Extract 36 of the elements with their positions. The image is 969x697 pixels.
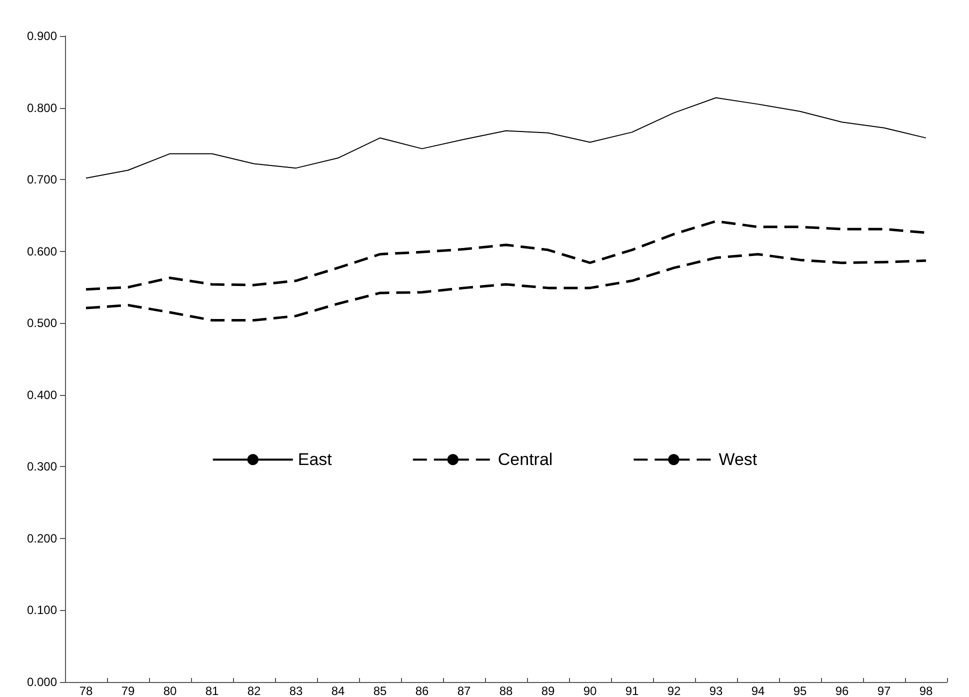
line-series [84,252,928,322]
x-tick-label: 80 [163,684,177,697]
x-tick-label: 91 [625,684,639,697]
x-tick-label: 79 [121,684,135,697]
legend-label: West [718,450,758,470]
legend-label: Central [498,450,553,470]
y-tick-label: 0.900 [26,29,58,43]
x-tick-label: 78 [79,684,93,697]
x-tick-label: 97 [877,684,891,697]
x-tick-label: 94 [751,684,765,697]
x-tick-label: 95 [793,684,807,697]
x-tick-label: 89 [541,684,555,697]
y-tick-label: 0.500 [26,316,58,330]
x-tick-label: 84 [331,684,345,697]
x-tick-label: 98 [919,684,933,697]
y-tick-label: 0.700 [26,172,58,187]
y-tick-label: 0.100 [26,603,58,618]
y-tick-label: 0.400 [26,388,58,402]
y-tick-label: 0.800 [26,100,58,115]
x-tick-label: 87 [457,684,471,697]
x-tick-label: 81 [205,684,219,697]
y-tick-label: 0.200 [26,531,58,546]
x-tick-label: 86 [415,684,429,697]
y-tick-label: 0.000 [26,675,58,689]
x-tick-label: 82 [247,684,261,697]
legend-label: East [298,450,332,470]
x-tick-label: 93 [709,684,723,697]
x-tick-label: 90 [583,684,597,697]
x-tick-label: 88 [499,684,513,697]
y-tick-label: 0.600 [26,244,58,258]
y-tick-label: 0.300 [26,460,58,474]
line-series [86,97,926,179]
x-tick-label: 92 [667,684,681,697]
x-tick-label: 96 [835,684,849,697]
x-tick-label: 85 [373,684,387,697]
x-tick-label: 83 [289,684,303,697]
